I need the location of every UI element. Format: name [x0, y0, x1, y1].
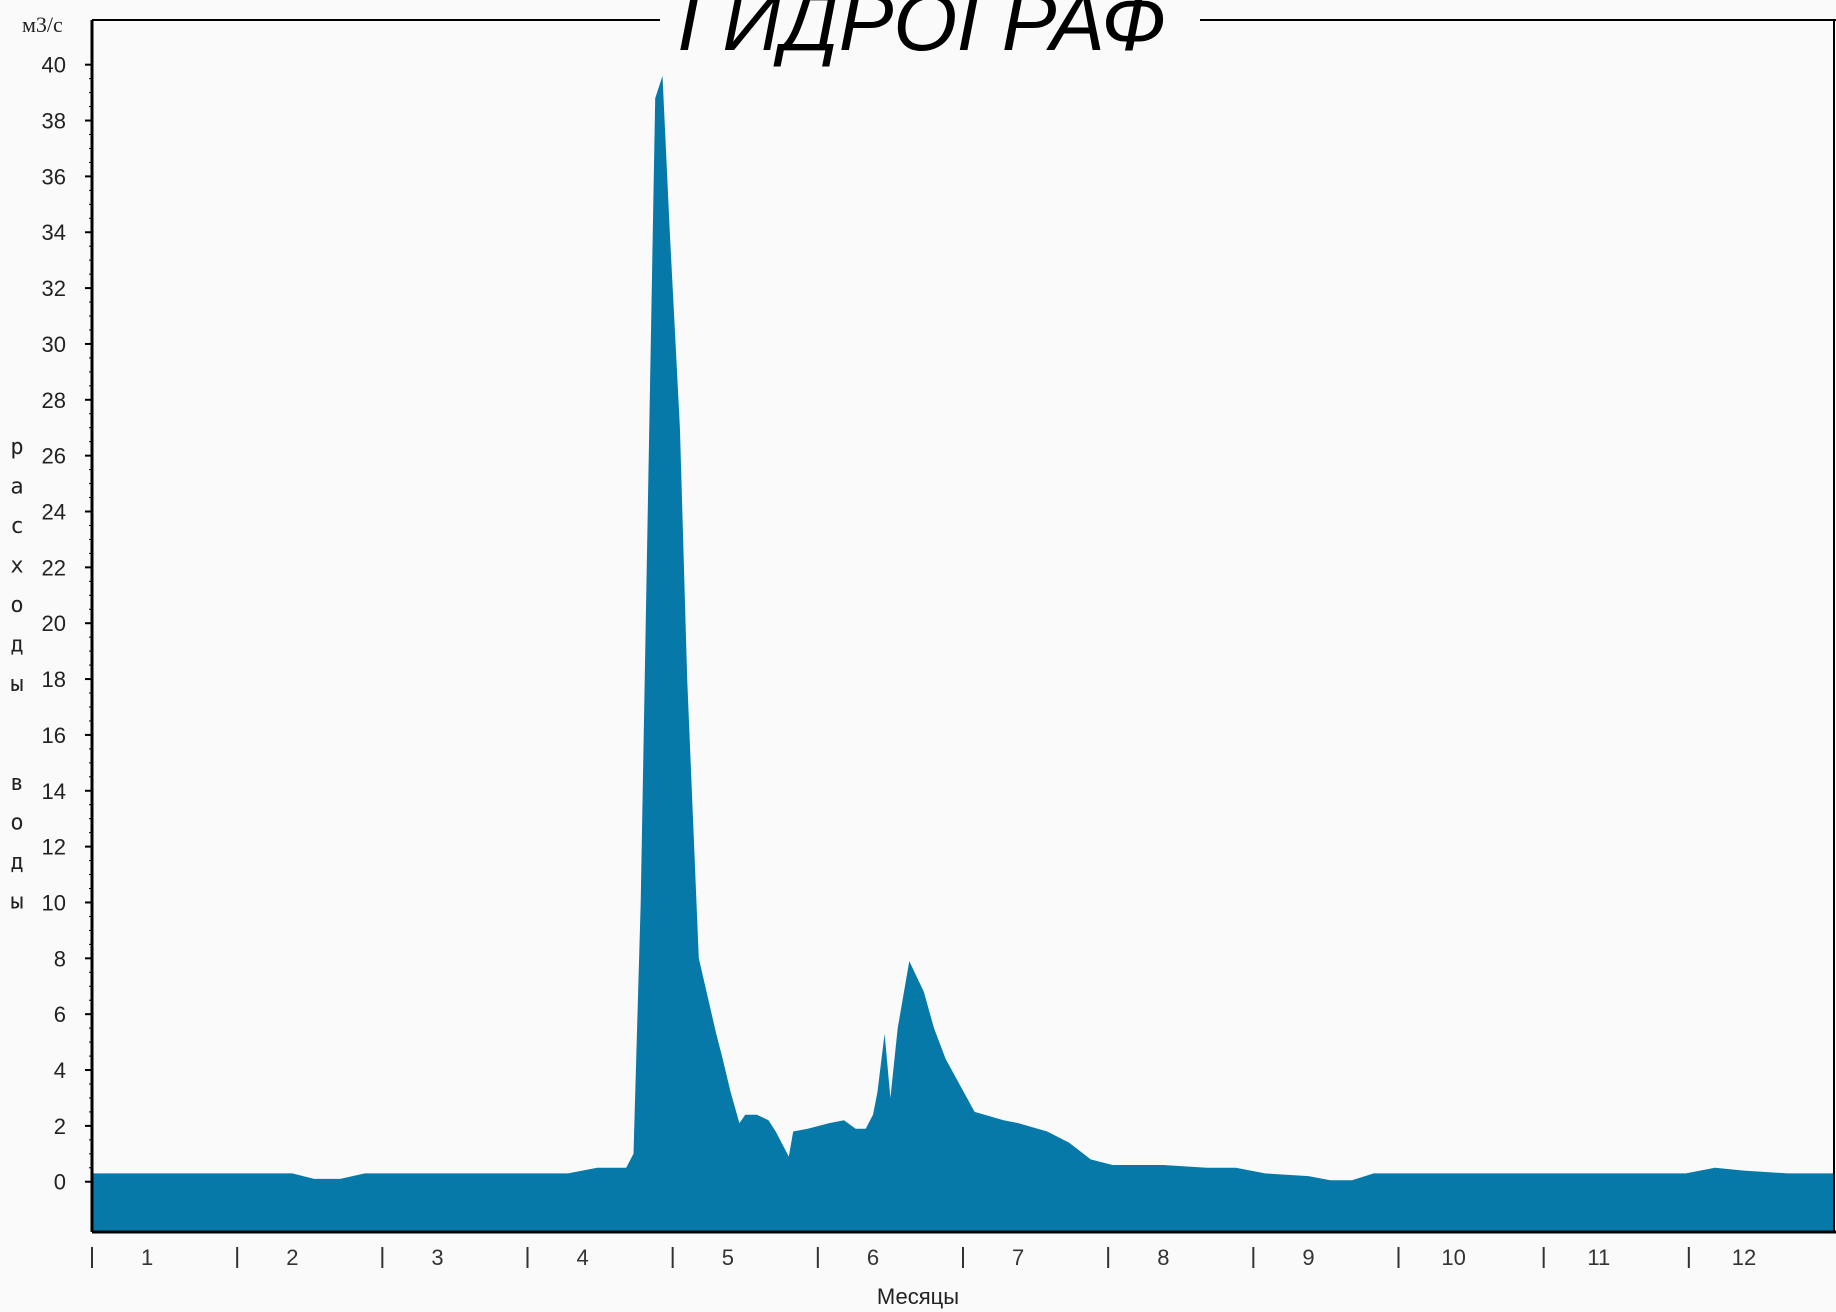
y-axis-label-letter: ы — [10, 889, 23, 914]
month-label: 3 — [431, 1245, 443, 1270]
y-tick-label: 4 — [54, 1058, 66, 1083]
y-axis-label-letter: с — [10, 514, 23, 539]
y-axis-label-letter: о — [10, 593, 23, 618]
y-tick-label: 30 — [42, 332, 66, 357]
y-tick-label: 14 — [42, 779, 66, 804]
y-tick-label: 24 — [42, 500, 66, 525]
y-tick-label: 22 — [42, 555, 66, 580]
month-label: 9 — [1302, 1245, 1314, 1270]
y-tick-label: 20 — [42, 611, 66, 636]
month-label: 10 — [1441, 1245, 1465, 1270]
y-axis-label-letter: р — [10, 435, 23, 460]
y-tick-label: 38 — [42, 109, 66, 134]
x-axis-label: Месяцы — [877, 1284, 959, 1309]
month-label: 2 — [286, 1245, 298, 1270]
month-label: 5 — [722, 1245, 734, 1270]
month-label: 6 — [867, 1245, 879, 1270]
y-tick-label: 36 — [42, 164, 66, 189]
y-axis-label-letter: о — [10, 810, 23, 835]
y-axis-label-letter: д — [10, 633, 23, 658]
y-tick-label: 2 — [54, 1114, 66, 1139]
y-tick-label: 18 — [42, 667, 66, 692]
title-backdrop — [660, 0, 1200, 56]
y-tick-label: 10 — [42, 890, 66, 915]
y-tick-label: 32 — [42, 276, 66, 301]
y-tick-label: 8 — [54, 946, 66, 971]
y-axis-label-letter: а — [10, 475, 23, 500]
y-tick-label: 6 — [54, 1002, 66, 1027]
y-tick-label: 16 — [42, 723, 66, 748]
month-label: 7 — [1012, 1245, 1024, 1270]
chart-title: ГИДРОГРАФ — [678, 0, 1167, 68]
y-tick-label: 28 — [42, 388, 66, 413]
month-label: 8 — [1157, 1245, 1169, 1270]
month-label: 12 — [1732, 1245, 1756, 1270]
y-tick-label: 40 — [42, 53, 66, 78]
unit-label: м3/с — [22, 12, 63, 37]
month-label: 1 — [141, 1245, 153, 1270]
y-tick-label: 0 — [54, 1170, 66, 1195]
y-tick-label: 34 — [42, 220, 66, 245]
month-label: 11 — [1587, 1245, 1610, 1270]
y-tick-label: 12 — [42, 835, 66, 860]
y-axis-label-letter: в — [10, 771, 23, 796]
y-axis-label-letter: х — [10, 554, 23, 579]
y-axis-label-letter: д — [10, 850, 23, 875]
plot-background — [92, 20, 1836, 1232]
month-label: 4 — [577, 1245, 589, 1270]
y-tick-label: 26 — [42, 444, 66, 469]
y-axis-label-letter: ы — [10, 672, 23, 697]
